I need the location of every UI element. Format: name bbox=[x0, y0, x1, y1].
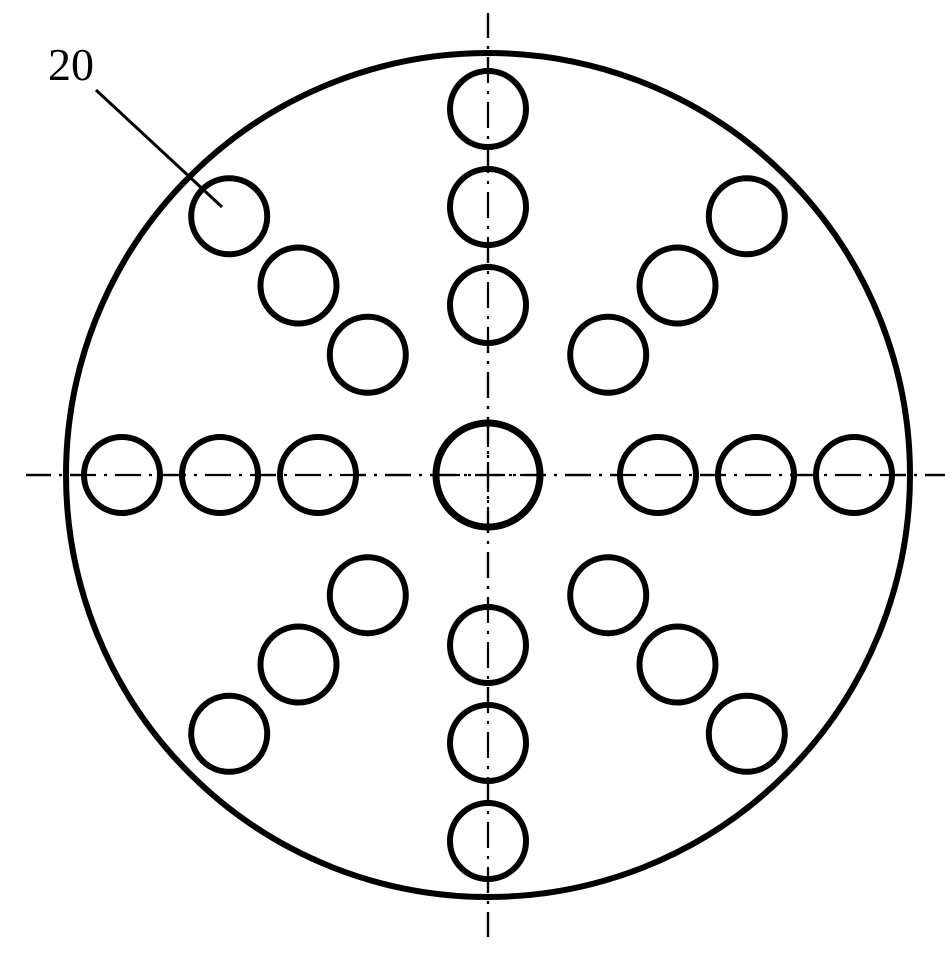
hole bbox=[570, 317, 646, 393]
perforated-plate-top-view: 20 bbox=[0, 0, 945, 958]
hole bbox=[260, 627, 336, 703]
hole bbox=[260, 247, 336, 323]
hole bbox=[191, 696, 267, 772]
hole bbox=[640, 247, 716, 323]
hole bbox=[709, 178, 785, 254]
hole bbox=[709, 696, 785, 772]
reference-label: 20 bbox=[48, 39, 94, 90]
hole bbox=[640, 627, 716, 703]
hole bbox=[570, 557, 646, 633]
hole bbox=[330, 557, 406, 633]
hole bbox=[330, 317, 406, 393]
